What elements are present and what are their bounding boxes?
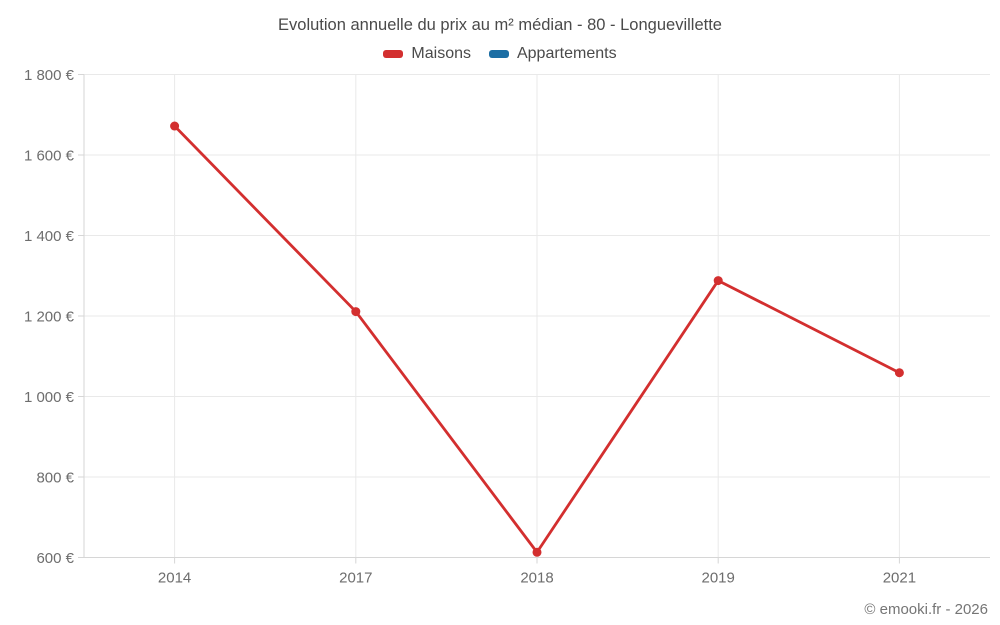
y-axis-label: 1 200 € [24, 309, 75, 326]
data-point[interactable] [170, 121, 180, 131]
legend: Maisons Appartements [0, 45, 1000, 63]
y-axis-label: 1 000 € [24, 389, 75, 406]
y-axis-label: 800 € [36, 470, 74, 487]
x-axis-label: 2014 [158, 570, 191, 587]
x-axis-label: 2019 [702, 570, 735, 587]
x-axis-label: 2017 [339, 570, 372, 587]
legend-item-maisons[interactable]: Maisons [383, 45, 471, 63]
data-point[interactable] [713, 276, 723, 286]
legend-swatch-maisons [383, 50, 404, 58]
legend-label-appartements: Appartements [516, 45, 617, 62]
data-point[interactable] [351, 307, 361, 317]
y-axis-label: 1 800 € [24, 67, 75, 84]
legend-item-appartements[interactable]: Appartements [488, 45, 617, 63]
y-axis-label: 1 600 € [24, 148, 75, 165]
copyright: © emooki.fr - 2026 [864, 601, 988, 618]
y-axis-label: 600 € [36, 550, 74, 567]
legend-label-maisons: Maisons [411, 45, 471, 62]
data-point[interactable] [532, 547, 542, 557]
x-axis-label: 2018 [520, 570, 553, 587]
data-point[interactable] [894, 368, 904, 378]
y-axis-label: 1 400 € [24, 228, 75, 245]
x-axis-label: 2021 [883, 570, 916, 587]
chart-title: Evolution annuelle du prix au m² médian … [278, 16, 722, 34]
legend-swatch-appartements [488, 50, 509, 58]
